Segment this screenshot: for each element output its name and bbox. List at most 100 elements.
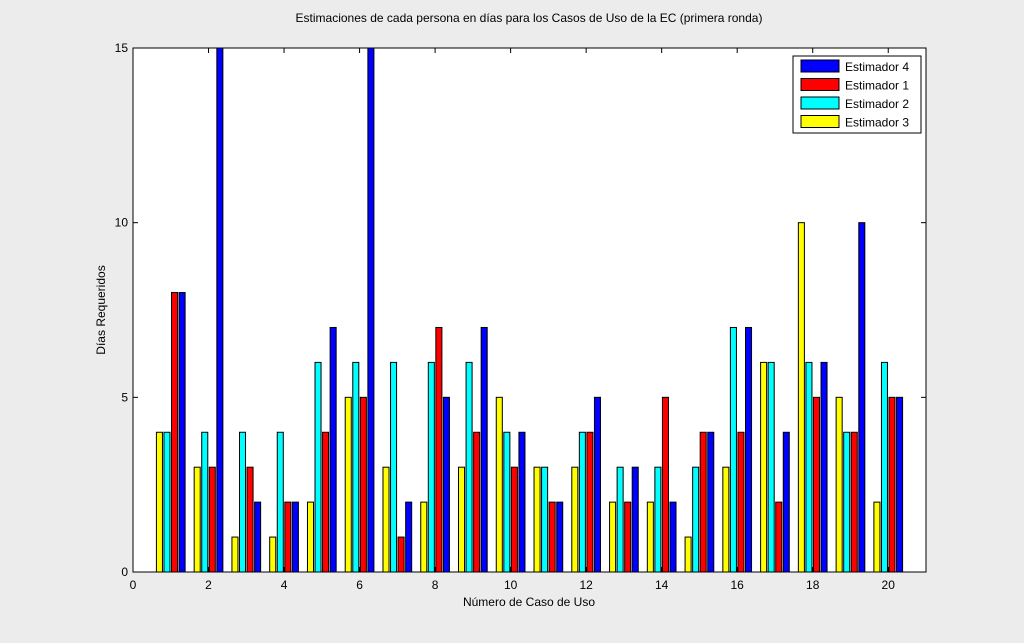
bar-estimador-1-case-2 bbox=[208, 466, 216, 573]
bar-estimador-4-case-15 bbox=[707, 431, 715, 573]
x-tick-label: 6 bbox=[356, 578, 363, 592]
bar-estimador-4-case-2 bbox=[216, 47, 224, 573]
bar-estimador-4-case-6 bbox=[367, 47, 375, 573]
bar-estimador-3-case-19 bbox=[835, 396, 843, 573]
plot-area bbox=[132, 47, 927, 573]
bar-estimador-4-case-11 bbox=[556, 501, 564, 573]
bar-estimador-2-case-15 bbox=[692, 466, 700, 573]
bar-estimador-2-case-9 bbox=[465, 361, 473, 573]
bar-estimador-4-case-20 bbox=[896, 396, 904, 573]
y-tick-label: 10 bbox=[115, 216, 129, 230]
bar-estimador-3-case-3 bbox=[231, 536, 239, 573]
x-tick-label: 4 bbox=[281, 578, 288, 592]
x-tick-label: 10 bbox=[504, 578, 518, 592]
legend-label-estimador-1: Estimador 1 bbox=[845, 79, 909, 93]
bar-estimador-4-case-17 bbox=[782, 431, 790, 573]
legend-label-estimador-3: Estimador 3 bbox=[845, 116, 909, 130]
bar-estimador-3-case-20 bbox=[873, 501, 881, 573]
bar-estimador-4-case-5 bbox=[329, 326, 337, 573]
bar-estimador-3-case-16 bbox=[722, 466, 730, 573]
bar-estimador-3-case-10 bbox=[495, 396, 503, 573]
bar-estimador-3-case-8 bbox=[420, 501, 428, 573]
y-axis-label: Días Requeridos bbox=[94, 265, 108, 354]
bar-estimador-1-case-10 bbox=[510, 466, 518, 573]
bar-estimador-3-case-18 bbox=[797, 222, 805, 573]
bar-estimador-1-case-6 bbox=[359, 396, 367, 573]
legend-swatch-estimador-1 bbox=[800, 78, 840, 91]
bar-estimador-1-case-4 bbox=[284, 501, 292, 573]
bar-estimador-1-case-16 bbox=[737, 431, 745, 573]
bar-estimador-3-case-6 bbox=[344, 396, 352, 573]
bar-estimador-1-case-12 bbox=[586, 431, 594, 573]
bar-estimador-1-case-9 bbox=[473, 431, 481, 573]
bar-estimador-3-case-1 bbox=[155, 431, 163, 573]
bar-estimador-3-case-13 bbox=[609, 501, 617, 573]
bar-estimador-4-case-19 bbox=[858, 222, 866, 573]
chart-title: Estimaciones de cada persona en días par… bbox=[296, 11, 763, 25]
bar-estimador-3-case-5 bbox=[306, 501, 314, 573]
bar-estimador-4-case-9 bbox=[480, 326, 488, 573]
x-tick-label: 0 bbox=[130, 578, 137, 592]
bar-estimador-3-case-12 bbox=[571, 466, 579, 573]
bar-estimador-4-case-16 bbox=[745, 326, 753, 573]
bar-estimador-2-case-3 bbox=[238, 431, 247, 573]
bar-estimador-4-case-8 bbox=[442, 396, 450, 573]
bar-estimador-4-case-18 bbox=[820, 361, 828, 573]
bar-estimador-2-case-10 bbox=[503, 431, 511, 573]
bars-group bbox=[155, 47, 904, 573]
bar-estimador-4-case-10 bbox=[518, 431, 526, 573]
bar-estimador-1-case-8 bbox=[435, 326, 443, 573]
y-ticks-group: 0 5 10 15 bbox=[115, 41, 926, 579]
x-tick-label: 18 bbox=[806, 578, 820, 592]
x-tick-label: 16 bbox=[731, 578, 745, 592]
bar-estimador-3-case-4 bbox=[269, 536, 277, 573]
legend: Estimador 4 Estimador 1 Estimador 2 Estimad… bbox=[792, 55, 922, 134]
x-axis-label: Número de Caso de Uso bbox=[463, 595, 595, 609]
bar-estimador-2-case-1 bbox=[163, 431, 171, 573]
legend-swatch-estimador-3 bbox=[800, 115, 840, 128]
bar-estimador-1-case-14 bbox=[661, 396, 669, 573]
bar-estimador-1-case-3 bbox=[246, 466, 254, 573]
bar-estimador-2-case-7 bbox=[390, 361, 398, 573]
y-tick-label: 0 bbox=[121, 565, 128, 579]
bar-estimador-2-case-5 bbox=[314, 361, 322, 573]
bar-estimador-3-case-9 bbox=[458, 466, 466, 573]
bar-estimador-2-case-14 bbox=[654, 466, 662, 573]
bar-estimador-4-case-13 bbox=[631, 466, 639, 573]
bar-estimador-1-case-11 bbox=[548, 501, 556, 573]
bar-estimador-2-case-16 bbox=[729, 326, 737, 573]
bar-estimador-2-case-18 bbox=[805, 361, 813, 573]
x-tick-label: 12 bbox=[579, 578, 593, 592]
legend-swatch-estimador-2 bbox=[800, 96, 840, 110]
y-tick-label: 5 bbox=[121, 390, 128, 404]
legend-label-estimador-2: Estimador 2 bbox=[845, 97, 909, 111]
x-ticks-group: 0 2 4 6 8 10 12 14 16 18 20 bbox=[130, 48, 895, 592]
x-tick-label: 2 bbox=[205, 578, 212, 592]
bar-estimador-1-case-18 bbox=[812, 396, 821, 573]
bar-estimador-3-case-7 bbox=[382, 466, 390, 573]
bar-estimador-1-case-13 bbox=[624, 501, 632, 573]
x-tick-label: 8 bbox=[432, 578, 439, 592]
bar-estimador-1-case-15 bbox=[699, 431, 707, 573]
legend-label-estimador-4: Estimador 4 bbox=[845, 60, 909, 74]
bar-estimador-2-case-19 bbox=[843, 431, 851, 573]
bar-estimador-2-case-11 bbox=[541, 466, 549, 573]
bar-estimador-4-case-14 bbox=[669, 501, 677, 573]
bar-estimador-1-case-19 bbox=[850, 431, 858, 573]
bar-estimador-3-case-2 bbox=[193, 466, 201, 573]
bar-estimador-2-case-2 bbox=[201, 431, 209, 573]
x-tick-label: 14 bbox=[655, 578, 669, 592]
bar-estimador-2-case-4 bbox=[276, 431, 284, 573]
bar-estimador-2-case-13 bbox=[616, 466, 624, 573]
bar-estimador-1-case-17 bbox=[775, 501, 783, 573]
bar-estimador-1-case-1 bbox=[171, 292, 179, 573]
bar-estimador-4-case-7 bbox=[405, 501, 413, 573]
bar-estimador-3-case-15 bbox=[684, 536, 692, 573]
bar-estimador-4-case-1 bbox=[178, 292, 186, 573]
bar-estimador-4-case-4 bbox=[291, 501, 299, 573]
y-tick-label: 15 bbox=[115, 41, 129, 55]
bar-estimador-2-case-20 bbox=[880, 361, 888, 573]
bar-estimador-1-case-7 bbox=[397, 536, 405, 573]
bar-estimador-2-case-6 bbox=[352, 361, 360, 573]
